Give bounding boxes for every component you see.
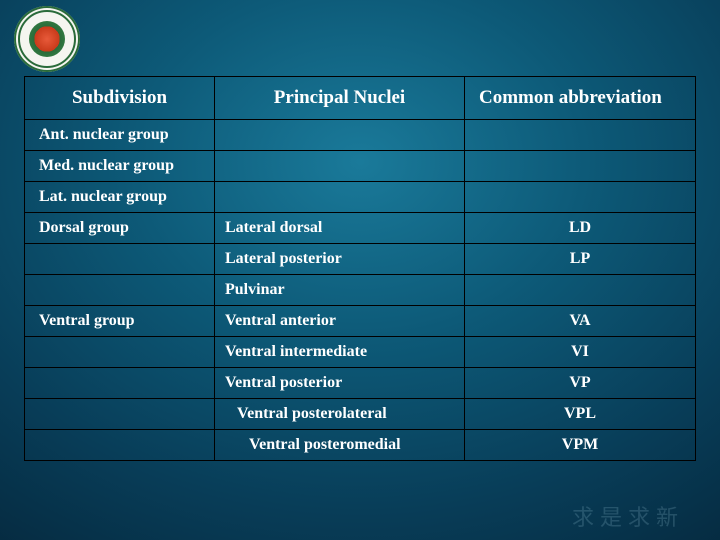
header-abbreviation: Common abbreviation xyxy=(465,77,696,120)
table-row: Med. nuclear group xyxy=(25,151,696,182)
table-row: Ventral group Ventral anterior VA xyxy=(25,306,696,337)
cell-subdivision xyxy=(25,337,215,368)
cell-subdivision xyxy=(25,275,215,306)
header-principal-nuclei: Principal Nuclei xyxy=(215,77,465,120)
cell-abbr: LP xyxy=(465,244,696,275)
cell-abbr: LD xyxy=(465,213,696,244)
cell-subdivision xyxy=(25,430,215,461)
table-row: Ventral intermediate VI xyxy=(25,337,696,368)
table-row: Ventral posterolateral VPL xyxy=(25,399,696,430)
cell-abbr xyxy=(465,120,696,151)
cell-abbr: VP xyxy=(465,368,696,399)
logo-text-ring xyxy=(18,10,76,68)
university-logo xyxy=(14,6,80,72)
table-row: Pulvinar xyxy=(25,275,696,306)
table-row: Lateral posterior LP xyxy=(25,244,696,275)
table-row: Ventral posteromedial VPM xyxy=(25,430,696,461)
table-row: Lat. nuclear group xyxy=(25,182,696,213)
nuclei-table-container: Subdivision Principal Nuclei Common abbr… xyxy=(24,76,696,461)
cell-abbr: VPL xyxy=(465,399,696,430)
cell-abbr xyxy=(465,275,696,306)
cell-nucleus xyxy=(215,120,465,151)
cell-nucleus: Ventral posteromedial xyxy=(215,430,465,461)
nuclei-table: Subdivision Principal Nuclei Common abbr… xyxy=(24,76,696,461)
cell-nucleus: Lateral posterior xyxy=(215,244,465,275)
logo-emblem xyxy=(29,21,65,57)
cell-nucleus: Lateral dorsal xyxy=(215,213,465,244)
cell-subdivision xyxy=(25,368,215,399)
cell-subdivision: Lat. nuclear group xyxy=(25,182,215,213)
table-row: Dorsal group Lateral dorsal LD xyxy=(25,213,696,244)
cell-subdivision xyxy=(25,244,215,275)
header-subdivision: Subdivision xyxy=(25,77,215,120)
cell-nucleus: Ventral posterior xyxy=(215,368,465,399)
cell-subdivision: Ventral group xyxy=(25,306,215,337)
cell-nucleus: Pulvinar xyxy=(215,275,465,306)
cell-subdivision: Ant. nuclear group xyxy=(25,120,215,151)
cell-nucleus: Ventral anterior xyxy=(215,306,465,337)
cell-abbr: VA xyxy=(465,306,696,337)
table-row: Ventral posterior VP xyxy=(25,368,696,399)
cell-subdivision xyxy=(25,399,215,430)
cell-nucleus xyxy=(215,151,465,182)
cell-subdivision: Dorsal group xyxy=(25,213,215,244)
cell-nucleus xyxy=(215,182,465,213)
cell-subdivision: Med. nuclear group xyxy=(25,151,215,182)
cell-abbr xyxy=(465,182,696,213)
cell-abbr xyxy=(465,151,696,182)
slide-watermark: 求是求新 xyxy=(572,500,684,532)
logo-outer-ring xyxy=(14,6,80,72)
cell-nucleus: Ventral intermediate xyxy=(215,337,465,368)
table-header-row: Subdivision Principal Nuclei Common abbr… xyxy=(25,77,696,120)
table-row: Ant. nuclear group xyxy=(25,120,696,151)
cell-abbr: VI xyxy=(465,337,696,368)
cell-abbr: VPM xyxy=(465,430,696,461)
cell-nucleus: Ventral posterolateral xyxy=(215,399,465,430)
